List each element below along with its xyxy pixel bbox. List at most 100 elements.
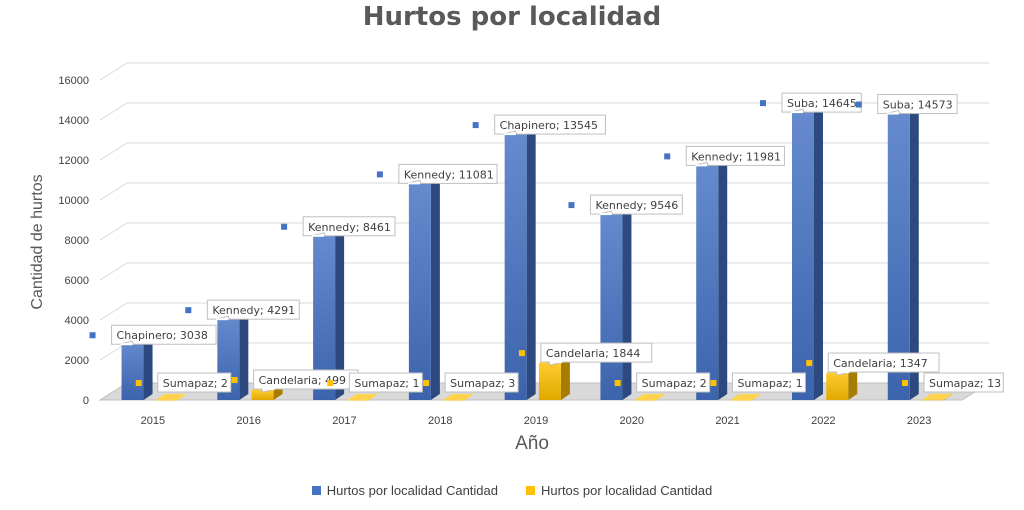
data-label-box — [923, 372, 1004, 393]
x-tick-label: 2017 — [332, 415, 356, 427]
data-label-box — [877, 94, 958, 115]
bar-side — [622, 203, 632, 400]
gridline-side — [99, 142, 128, 161]
data-label-box — [206, 299, 300, 320]
data-label-marker — [759, 100, 766, 107]
data-label: Chapinero; 13545 — [500, 119, 598, 132]
y-tick-label: 0 — [83, 395, 89, 407]
y-tick-label: 2000 — [65, 355, 89, 367]
gridline-side — [99, 222, 128, 241]
data-label-marker — [327, 380, 334, 386]
bar — [634, 399, 657, 401]
x-tick-label: 2021 — [715, 415, 739, 427]
x-tick-label: 2023 — [907, 415, 931, 427]
y-tick-label: 12000 — [58, 155, 89, 167]
bar-side — [239, 308, 249, 400]
data-label: Sumapaz; 3 — [450, 377, 515, 390]
data-label: Kennedy; 11981 — [691, 150, 781, 163]
data-label-box — [111, 324, 217, 345]
bar-side — [944, 393, 954, 400]
bar-top — [347, 393, 379, 400]
x-tick-label: 2015 — [141, 415, 165, 427]
x-tick-label: 2016 — [236, 415, 260, 427]
bar-top — [155, 393, 187, 400]
x-tick-label: 2022 — [811, 415, 835, 427]
data-label-marker — [472, 122, 479, 129]
data-label: Candelaria; 1347 — [833, 357, 927, 370]
legend-swatch-gold — [526, 486, 535, 495]
x-axis-label: Año — [515, 433, 549, 454]
bar-side — [848, 367, 858, 400]
data-label-marker — [89, 332, 96, 339]
bar-side — [560, 357, 570, 400]
data-label: Kennedy; 8461 — [308, 221, 391, 234]
data-label: Candelaria; 499 — [259, 374, 346, 387]
bar-side — [909, 102, 919, 400]
data-label-box — [636, 372, 711, 393]
bar-top — [922, 393, 954, 400]
bar — [155, 399, 178, 401]
data-label-box — [589, 194, 683, 215]
data-label: Sumapaz; 13 — [929, 377, 1001, 390]
bar-side — [656, 393, 666, 400]
data-label-marker — [185, 307, 192, 314]
y-tick-label: 10000 — [58, 195, 89, 207]
data-label-marker — [568, 202, 575, 209]
bar — [696, 160, 719, 400]
data-label-marker — [710, 380, 717, 386]
data-label: Sumapaz; 1 — [354, 377, 419, 390]
bar — [730, 399, 753, 401]
gridline-side — [99, 182, 128, 201]
data-label-marker — [614, 380, 621, 386]
legend-swatch-blue — [311, 486, 321, 495]
bar-side — [465, 393, 475, 400]
y-tick-label: 6000 — [65, 275, 89, 287]
bar — [443, 399, 466, 401]
bar — [313, 230, 336, 400]
bar — [826, 373, 849, 400]
legend-label-blue: Hurtos por localidad Cantidad — [326, 483, 498, 498]
bar-side — [177, 393, 187, 400]
bar — [251, 390, 274, 400]
gridline-side — [99, 302, 128, 321]
gridline-side — [99, 262, 128, 281]
data-label-marker — [135, 380, 142, 386]
bar — [600, 209, 623, 400]
y-tick-label: 4000 — [65, 315, 89, 327]
data-label-marker — [806, 360, 813, 367]
data-label-box — [398, 163, 498, 184]
chart-plot-area: 0 2000 4000 6000 8000 10000 12000 14000 16000 201… — [58, 62, 1004, 427]
data-label: Kennedy; 4291 — [212, 304, 295, 317]
bar-side — [718, 154, 728, 400]
bar — [347, 399, 370, 401]
legend: Hurtos por localidad Cantidad Hurtos por… — [0, 483, 1024, 498]
gridline-side — [99, 102, 128, 121]
bar-side — [430, 172, 440, 400]
x-tick-label: 2018 — [428, 415, 452, 427]
bar — [538, 363, 561, 400]
data-label: Candelaria; 1844 — [546, 347, 640, 360]
legend-label-gold: Hurtos por localidad Cantidad — [541, 483, 713, 498]
data-label: Sumapaz; 1 — [737, 377, 802, 390]
data-label-marker — [902, 380, 909, 386]
data-label-marker — [664, 153, 671, 160]
data-label: Kennedy; 11081 — [404, 168, 494, 181]
bar — [887, 108, 910, 400]
y-tick-label: 8000 — [65, 235, 89, 247]
data-label-box — [302, 216, 396, 237]
bar-top — [634, 393, 666, 400]
data-label: Suba; 14645 — [787, 97, 857, 110]
bar-side — [752, 393, 762, 400]
bar — [922, 399, 945, 401]
data-label-box — [494, 114, 606, 135]
bar-side — [526, 123, 536, 400]
bar-top — [443, 393, 475, 400]
data-label-box — [444, 372, 519, 393]
data-label: Sumapaz; 2 — [642, 377, 707, 390]
data-label-box — [827, 352, 940, 373]
x-tick-label: 2020 — [620, 415, 644, 427]
data-label-marker — [231, 377, 238, 384]
data-label: Sumapaz; 2 — [163, 377, 228, 390]
bar — [504, 129, 527, 400]
data-label-box — [348, 372, 423, 393]
